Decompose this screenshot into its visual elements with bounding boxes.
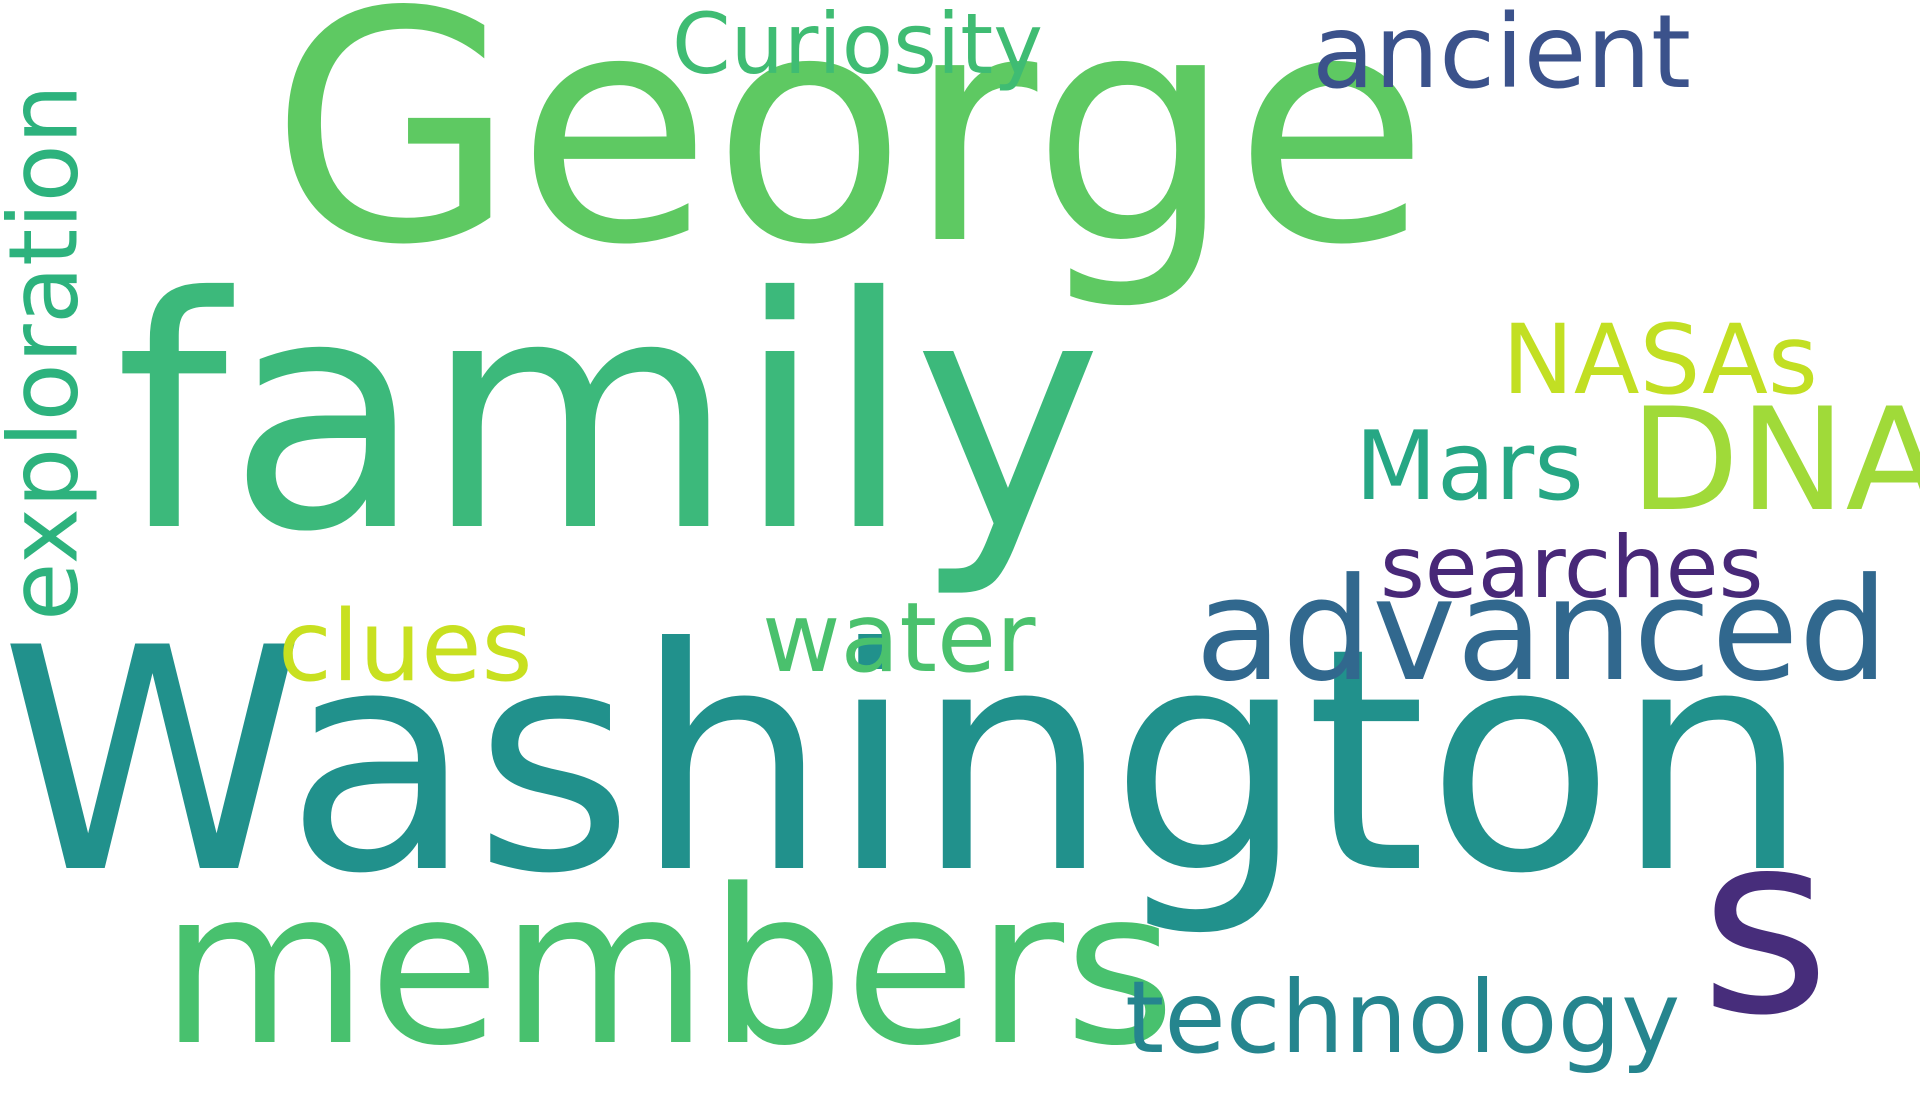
word-exploration: exploration [0, 83, 100, 622]
word-s: s [1700, 779, 1831, 1070]
word-members: members [160, 844, 1176, 1093]
word-searches: searches [1380, 518, 1764, 618]
word-dna: DNA [1630, 378, 1920, 543]
word-advanced: advanced [1195, 548, 1889, 713]
word-water: water [762, 582, 1036, 694]
word-technology: technology [1125, 959, 1681, 1076]
word-nasas: NASAs [1502, 304, 1818, 416]
word-family: family [115, 230, 1103, 602]
word-mars: Mars [1355, 412, 1584, 522]
word-clues: clues [278, 590, 533, 704]
word-ancient: ancient [1312, 0, 1691, 112]
word-curiosity: Curiosity [672, 0, 1043, 93]
word-washington: Washington [0, 582, 1810, 941]
word-george: George [270, 0, 1430, 314]
